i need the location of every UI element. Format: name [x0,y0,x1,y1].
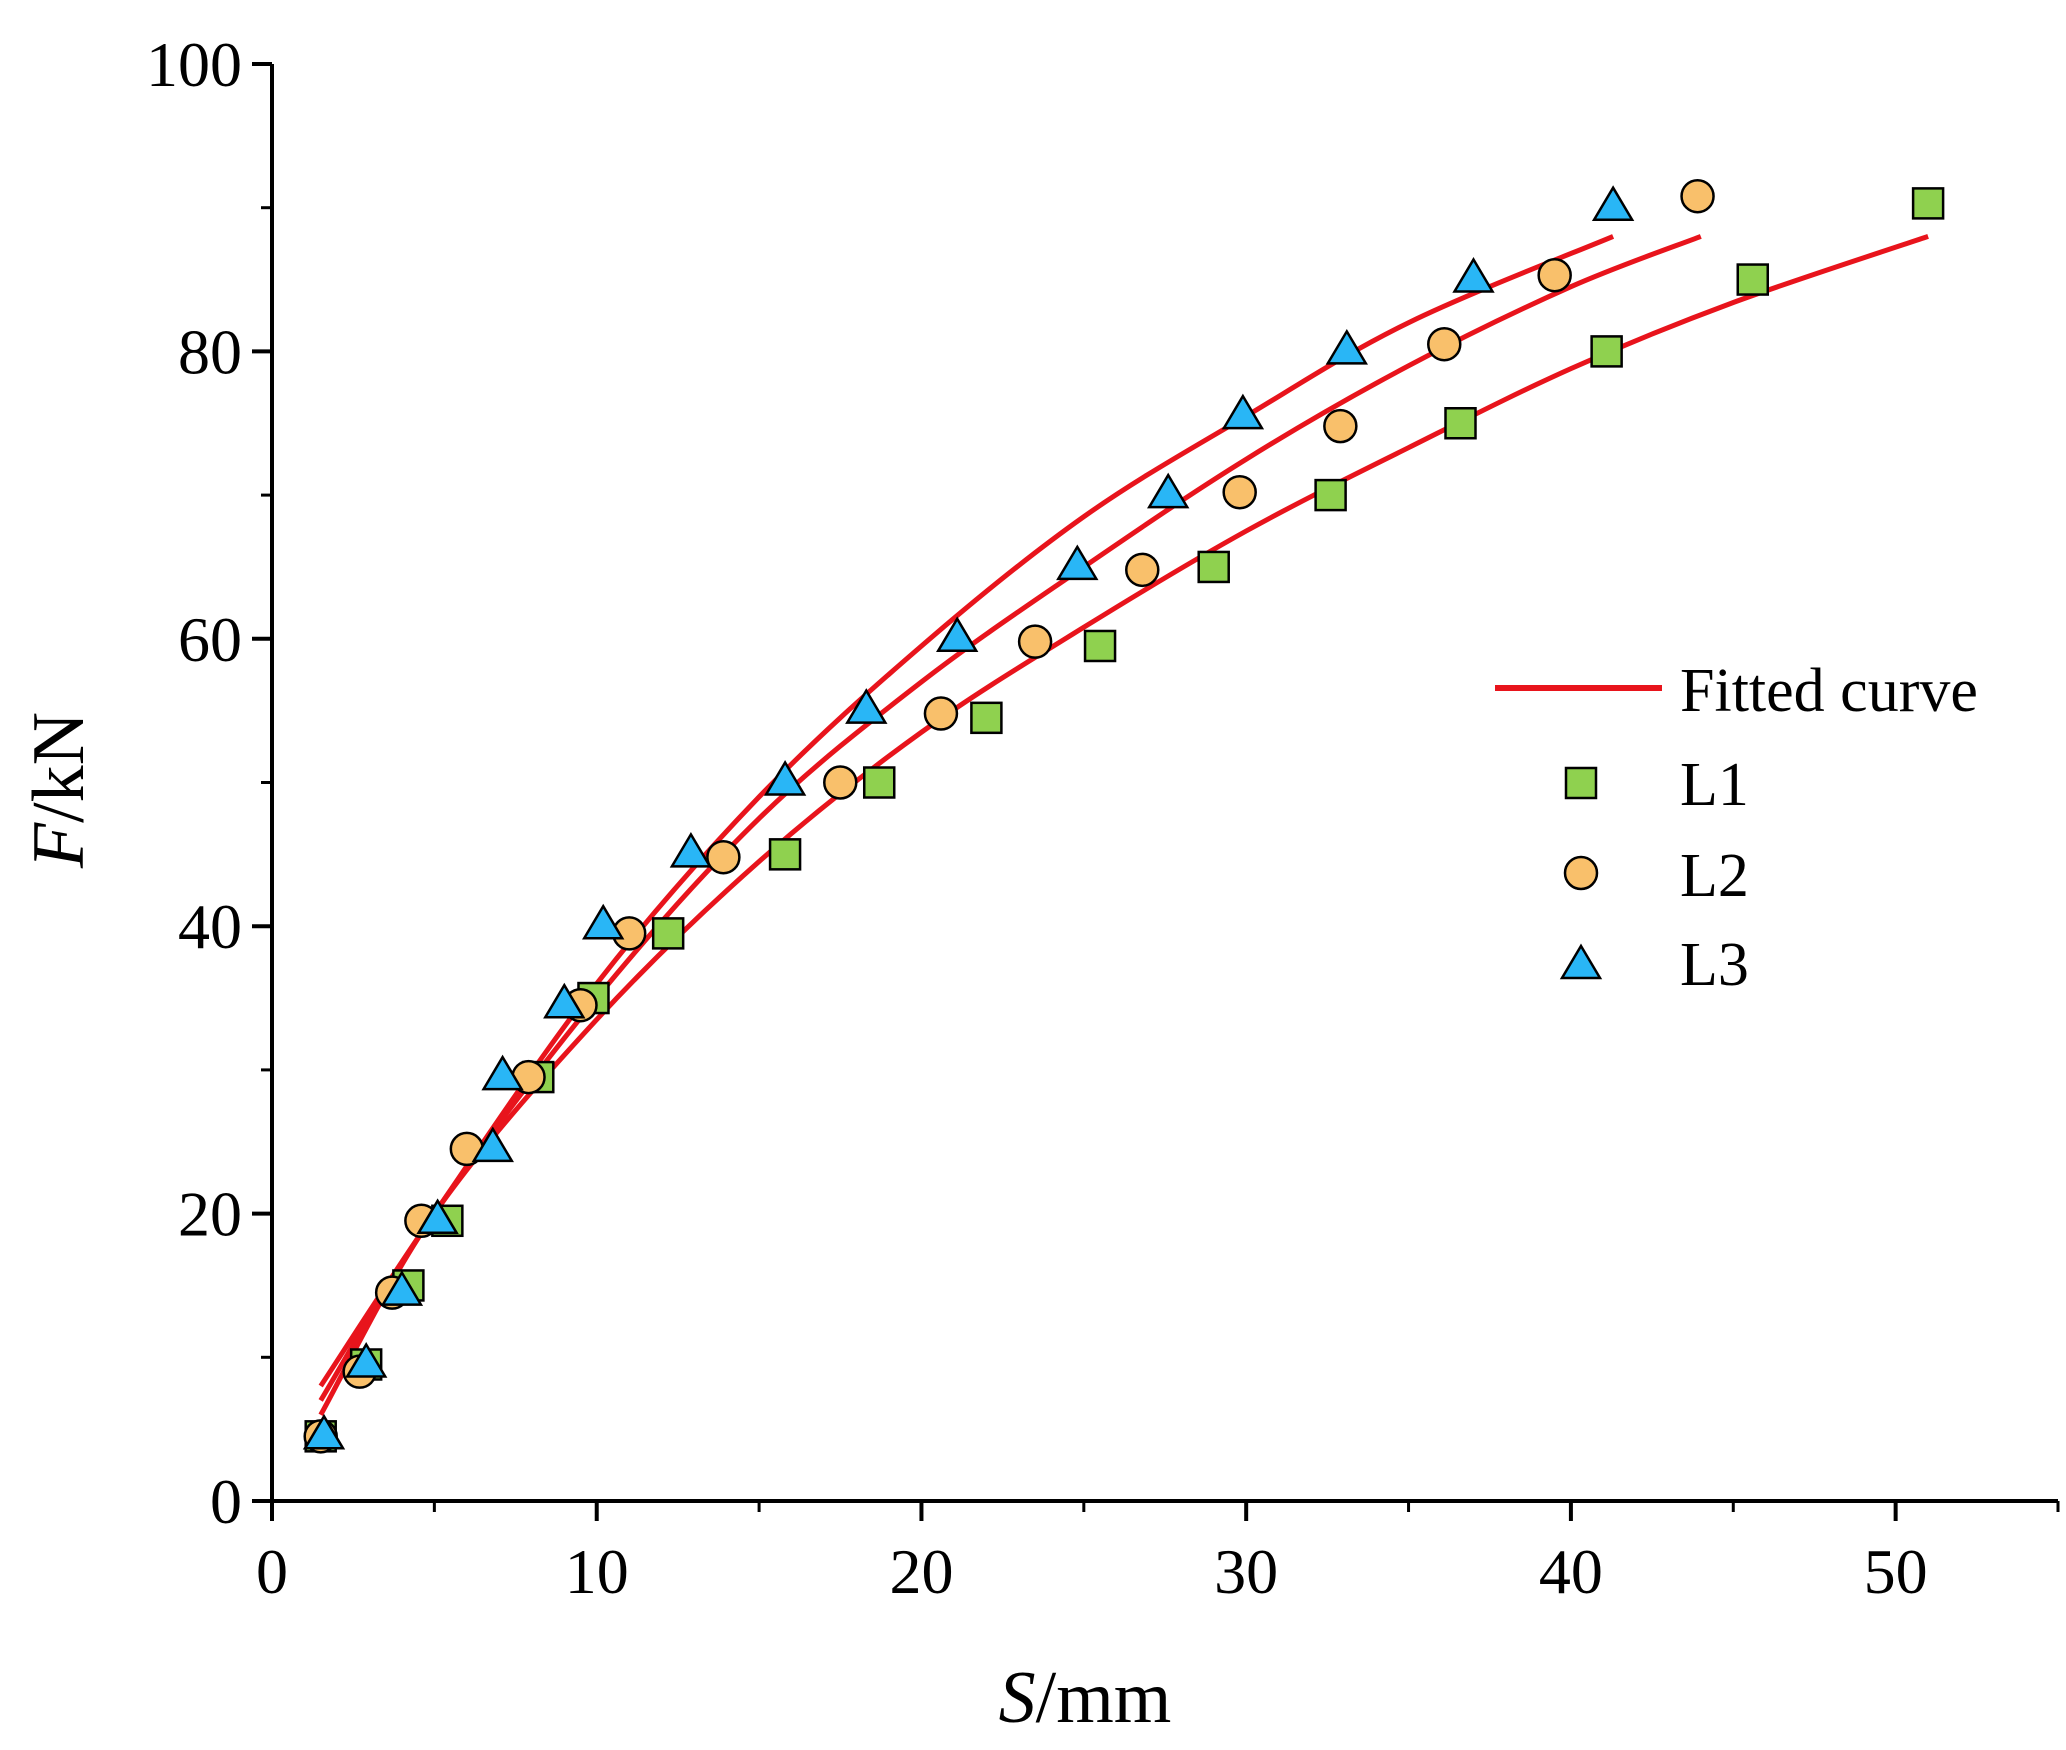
point-L2 [1222,474,1257,510]
point-L3 [845,688,888,724]
point-L2 [923,696,959,731]
point-L3 [543,982,586,1019]
data-points [302,178,1945,1454]
point-L2 [1680,178,1715,214]
point-L1 [1911,187,1945,220]
fitted-curve [318,234,1615,1388]
point-L3 [763,760,807,796]
point-L3 [302,1413,346,1450]
point-L1 [862,766,896,799]
point-L3 [582,903,625,940]
point-L3 [471,1126,514,1163]
point-L2 [706,839,741,875]
fitted-curve [318,234,1702,1402]
point-L3 [481,1054,524,1091]
point-L2 [1125,552,1160,588]
point-L3 [1056,544,1099,581]
y-tick-label: 80 [178,316,242,387]
y-tick-label: 20 [178,1179,242,1250]
point-L1 [1197,550,1230,584]
point-L1 [1083,629,1117,663]
legend-L2-label: L2 [1680,842,1749,910]
point-L2 [1323,408,1358,444]
legend-L1-marker [1564,766,1598,800]
legend-L1-label: L1 [1680,751,1749,819]
y-tick-label: 40 [178,891,242,962]
y-tick-label: 100 [146,29,242,100]
point-L1 [1444,407,1477,440]
point-L3 [1147,472,1190,509]
y-tick-label: 0 [210,1466,242,1537]
point-L3 [936,616,979,653]
legend: Fitted curve L1 L2 L3 [1495,657,1978,999]
point-L3 [1452,257,1495,293]
point-L3 [345,1342,388,1378]
x-tick-label: 30 [1214,1536,1278,1607]
y-axis-title: F/kN [18,712,100,869]
point-L3 [669,831,713,868]
point-L3 [1591,185,1635,221]
x-axis-title: S/mm [999,1657,1172,1739]
point-L1 [768,838,802,871]
x-tick-label: 50 [1864,1536,1928,1607]
fitted-curves [318,234,1929,1417]
legend-L2-marker [1563,855,1599,891]
point-L2 [1537,257,1572,293]
point-L1 [651,917,685,950]
point-L2 [1427,326,1462,362]
fitted-curve [318,234,1929,1417]
point-L3 [1325,328,1368,365]
point-L3 [416,1198,459,1235]
x-tick-label: 20 [889,1536,953,1607]
point-L1 [1314,478,1347,512]
legend-L3-marker [1559,943,1603,980]
point-L3 [380,1270,424,1306]
point-L1 [1590,335,1623,368]
point-L2 [1017,624,1053,659]
point-L3 [1221,393,1265,430]
axes: 0 10 20 30 40 50 0 20 40 60 80 100 [146,29,2060,1607]
point-L2 [823,765,858,800]
x-tick-label: 0 [256,1536,288,1607]
y-tick-label: 60 [178,604,242,675]
point-L1 [1736,263,1770,296]
point-L1 [970,701,1003,735]
x-tick-label: 10 [565,1536,629,1607]
legend-fitted-label: Fitted curve [1680,657,1978,725]
legend-L3-label: L3 [1680,931,1749,999]
x-tick-label: 40 [1539,1536,1603,1607]
